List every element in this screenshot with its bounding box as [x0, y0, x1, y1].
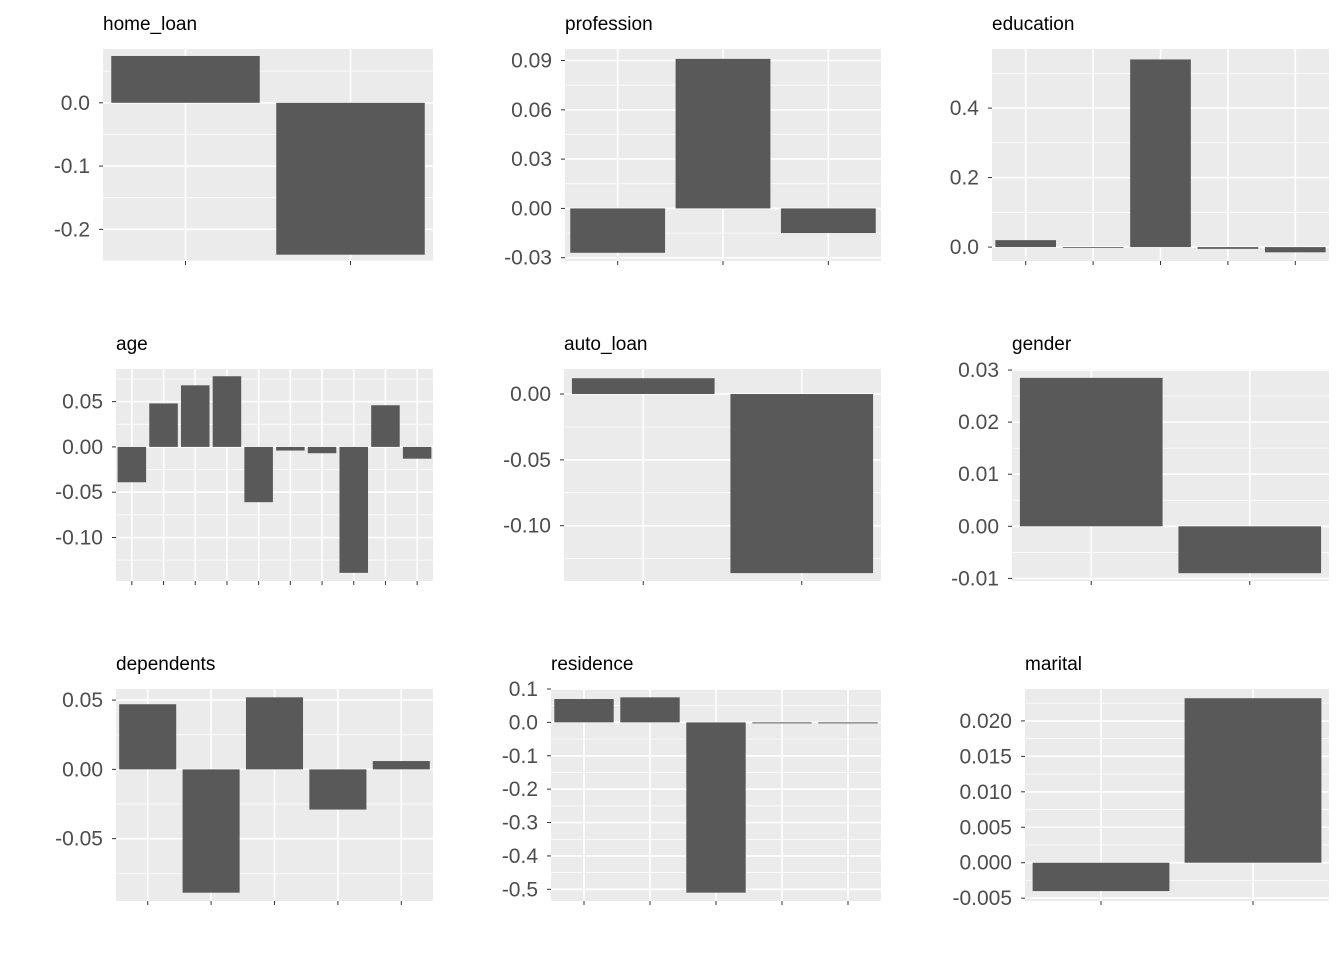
bar [111, 55, 260, 103]
facet-panel-age: 0.05 0.00 -0.05 -0.10 age [55, 334, 433, 585]
bar [339, 446, 369, 573]
bar [119, 704, 177, 770]
bar [182, 769, 240, 893]
bar [570, 208, 666, 253]
y-tick-label: 0.0 [950, 236, 979, 259]
y-tick-label: -0.05 [55, 828, 103, 851]
y-tick-label: 0.09 [511, 50, 552, 73]
bar [554, 699, 614, 723]
panel-title: home_loan [103, 14, 197, 35]
facet-panel-residence: 0.1 0.0 -0.1 -0.2 -0.3 -0.4 -0.5 residence [502, 654, 881, 905]
y-tick-label: 0.010 [959, 781, 1012, 804]
y-tick-label: -0.05 [503, 449, 551, 472]
facet-panel-gender: 0.03 0.02 0.01 0.00 -0.01 gender [951, 334, 1329, 590]
bar [686, 722, 746, 893]
bar [1130, 59, 1191, 248]
bar [117, 446, 147, 483]
bar [1264, 247, 1326, 253]
panel-title: residence [551, 654, 633, 675]
y-tick-label: -0.5 [502, 878, 538, 901]
bar [571, 378, 715, 395]
y-tick-label: -0.01 [951, 567, 999, 590]
y-tick-label: 0.0 [61, 92, 90, 115]
bar [1032, 862, 1170, 892]
panel-title: education [992, 14, 1074, 35]
y-tick-label: -0.4 [502, 845, 539, 868]
bar [620, 697, 680, 723]
y-tick-label: 0.05 [62, 391, 103, 414]
y-tick-label: 0.03 [511, 148, 552, 171]
y-tick-label: 0.05 [62, 689, 103, 712]
y-tick-label: -0.03 [504, 247, 552, 270]
y-tick-label: 0.4 [950, 97, 980, 120]
y-tick-label: 0.00 [510, 383, 551, 406]
bar [675, 58, 771, 209]
bar [995, 240, 1057, 248]
y-tick-label: -0.005 [952, 887, 1012, 910]
facet-panel-marital: 0.020 0.015 0.010 0.005 0.000 -0.005 marital [952, 654, 1329, 910]
y-tick-label: 0.06 [511, 99, 552, 122]
y-tick-label: 0.005 [959, 816, 1012, 839]
panel-title: marital [1025, 654, 1082, 675]
y-tick-label: 0.015 [959, 745, 1012, 768]
panel-title: age [116, 334, 148, 355]
bar [371, 405, 400, 447]
y-tick-label: 0.00 [511, 197, 552, 220]
facet-panel-dependents: 0.05 0.00 -0.05 dependents [55, 654, 433, 905]
bar [818, 722, 878, 724]
y-tick-label: 0.020 [959, 710, 1012, 733]
y-tick-label: 0.02 [958, 411, 999, 434]
bar [1184, 698, 1322, 863]
bar [402, 446, 432, 459]
bar [1197, 247, 1259, 249]
y-tick-label: -0.2 [502, 778, 538, 801]
bar [149, 403, 178, 447]
y-tick-label: 0.000 [959, 852, 1012, 875]
facet-panel-education: 0.4 0.2 0.0 education [950, 14, 1329, 265]
y-tick-label: -0.05 [55, 481, 103, 504]
bar [752, 722, 812, 724]
y-tick-label: 0.2 [950, 167, 979, 190]
bar [244, 446, 273, 503]
bar [1178, 526, 1322, 574]
y-tick-label: 0.0 [509, 711, 538, 734]
bar [1019, 377, 1163, 527]
y-tick-label: 0.01 [958, 463, 999, 486]
bar [180, 385, 210, 447]
y-tick-label: -0.3 [502, 812, 538, 835]
facet-panel-profession: 0.09 0.06 0.03 0.00 -0.03 profession [504, 14, 881, 270]
y-tick-label: -0.10 [503, 515, 551, 538]
panel-title: dependents [116, 654, 215, 675]
y-tick-label: 0.1 [509, 678, 538, 701]
y-tick-label: 0.00 [62, 758, 103, 781]
y-tick-label: -0.2 [54, 218, 90, 241]
facet-panel-auto_loan: 0.00 -0.05 -0.10 auto_loan [503, 334, 881, 585]
bar [1062, 247, 1124, 248]
y-tick-label: 0.00 [62, 436, 103, 459]
bar [276, 102, 425, 255]
bar [276, 446, 305, 451]
y-tick-label: -0.10 [55, 527, 103, 550]
facet-panel-home_loan: 0.0 -0.1 -0.2 home_loan [54, 14, 433, 265]
bar [780, 208, 876, 234]
y-tick-label: 0.03 [958, 359, 999, 382]
bar [309, 769, 367, 810]
panel-title: gender [1012, 334, 1072, 355]
bar [245, 697, 304, 770]
panel-title: profession [565, 14, 653, 35]
bar [372, 761, 430, 770]
panel-title: auto_loan [564, 334, 647, 355]
y-tick-label: -0.1 [502, 745, 538, 768]
bar [307, 446, 337, 454]
bar [730, 394, 874, 574]
y-tick-label: 0.00 [958, 515, 999, 538]
bar [212, 376, 242, 447]
y-tick-label: -0.1 [54, 155, 90, 178]
